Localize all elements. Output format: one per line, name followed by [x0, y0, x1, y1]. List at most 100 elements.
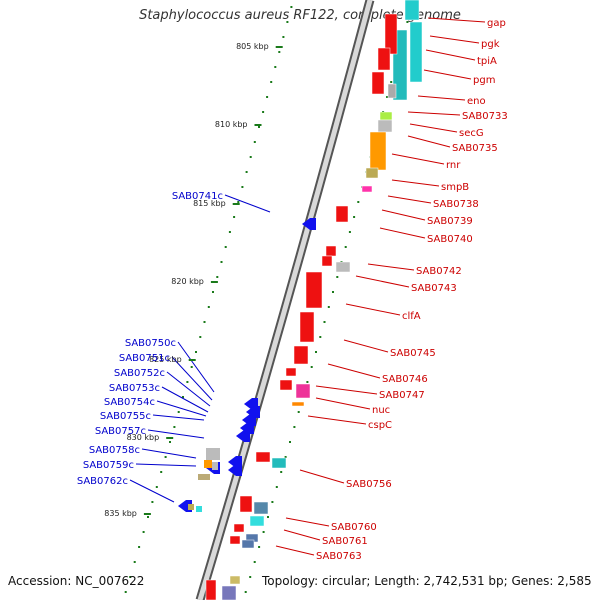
tick-dot — [138, 546, 141, 548]
kbp-label: 830 kbp — [127, 433, 160, 442]
gene-label-sab0739: SAB0739 — [427, 216, 473, 227]
leader-line — [391, 179, 440, 187]
tick-dot — [306, 381, 309, 383]
tick-dot — [262, 111, 265, 113]
leader-line — [391, 153, 445, 165]
gene-label-eno: eno — [467, 96, 486, 107]
tick-dot — [323, 321, 326, 323]
leader-line — [224, 194, 271, 213]
gene-block — [279, 379, 293, 391]
gene-label-sab0760: SAB0760 — [331, 522, 377, 533]
tick-dot — [258, 546, 261, 548]
gene-label-tpia: tpiA — [477, 56, 497, 67]
tick-dot — [133, 561, 136, 563]
gene-label-smpb: smpB — [441, 182, 469, 193]
gene-block — [271, 457, 287, 469]
tick-dot — [182, 396, 184, 398]
gene-block — [229, 535, 241, 545]
gene-label-sab0757c: SAB0757c — [95, 426, 146, 437]
kbp-label: 815 kbp — [193, 199, 226, 208]
leader-line — [367, 263, 415, 271]
tick-dot — [224, 246, 227, 248]
leader-line — [147, 429, 205, 439]
tick-dot — [327, 306, 330, 308]
tick-dot — [270, 81, 273, 83]
tick-dot — [271, 501, 274, 503]
tick-dot — [310, 366, 313, 368]
tick-dot — [253, 141, 256, 143]
tick-dot — [233, 216, 236, 218]
gene-block — [371, 71, 385, 95]
kbp-label: 805 kbp — [236, 42, 269, 51]
gene-block — [196, 506, 202, 512]
tick-dot — [280, 471, 283, 473]
kbp-label: 820 kbp — [171, 277, 204, 286]
gene-label-sab0761: SAB0761 — [322, 536, 368, 547]
gene-block — [365, 167, 379, 179]
leader-line — [425, 49, 476, 61]
tick-dot — [249, 576, 252, 578]
gene-block — [212, 462, 218, 470]
tick-dot — [173, 426, 176, 428]
gene-label-sab0745: SAB0745 — [390, 348, 436, 359]
gene-block — [387, 83, 397, 99]
leader-line — [427, 17, 486, 23]
gene-block — [241, 539, 255, 549]
leader-line — [135, 463, 197, 467]
tick-dot — [151, 501, 154, 503]
kbp-tick — [254, 124, 262, 126]
tick-dot — [164, 456, 167, 458]
tick-dot — [282, 36, 285, 38]
gene-block — [291, 401, 305, 407]
gene-block — [206, 448, 220, 460]
genome-backbone — [195, 0, 375, 600]
gene-block — [377, 47, 391, 71]
gene-block — [253, 501, 269, 515]
gene-block — [335, 261, 351, 273]
leader-line — [141, 448, 197, 459]
kbp-tick — [143, 513, 151, 515]
leader-line — [379, 227, 426, 239]
reverse-gene-arrow — [228, 464, 242, 476]
tick-dot — [336, 276, 339, 278]
gene-label-pgm: pgm — [473, 75, 495, 86]
gene-block — [335, 205, 349, 223]
leader-line — [171, 356, 213, 401]
tick-dot — [267, 516, 269, 518]
tick-dot — [348, 231, 351, 233]
accession-text: Accession: NC_007622 — [8, 574, 145, 588]
tick-dot — [249, 156, 252, 158]
gene-label-pgk: pgk — [481, 39, 500, 50]
leader-line — [315, 385, 378, 395]
leader-line — [387, 195, 432, 204]
gene-block — [305, 271, 323, 309]
gene-label-sab0752c: SAB0752c — [114, 368, 165, 379]
gene-label-sab0763: SAB0763 — [316, 551, 362, 562]
reverse-gene-arrow — [236, 430, 250, 442]
gene-block — [293, 345, 309, 365]
tick-dot — [390, 81, 393, 83]
tick-dot — [220, 261, 223, 263]
leader-line — [283, 529, 321, 541]
tick-dot — [332, 291, 334, 293]
kbp-tick — [275, 46, 283, 48]
leader-line — [156, 400, 207, 417]
gene-block — [285, 367, 297, 377]
gene-label-sab0758c: SAB0758c — [89, 445, 140, 456]
gene-label-sab0733: SAB0733 — [462, 111, 508, 122]
tick-dot — [262, 531, 265, 533]
gene-block — [369, 131, 387, 171]
gene-labels: gap pgk tpiA pgm eno SAB0733 secG SAB0735 rnr smp… — [77, 18, 508, 562]
gene-label-sab0753c: SAB0753c — [109, 383, 160, 394]
tick-dot — [212, 291, 214, 293]
tick-dot — [353, 216, 356, 218]
tick-dot — [386, 96, 389, 98]
leader-line — [381, 209, 426, 221]
tick-dot — [216, 276, 219, 278]
reverse-gene-arrow — [240, 422, 254, 434]
kbp-marks: 805 kbp 810 kbp 815 kbp 820 kbp 825 kbp 830 k… — [104, 42, 283, 518]
gene-label-sab0754c: SAB0754c — [104, 397, 155, 408]
tick-dot — [237, 201, 240, 203]
gene-label-sab0751c: SAB0751c — [119, 353, 170, 364]
